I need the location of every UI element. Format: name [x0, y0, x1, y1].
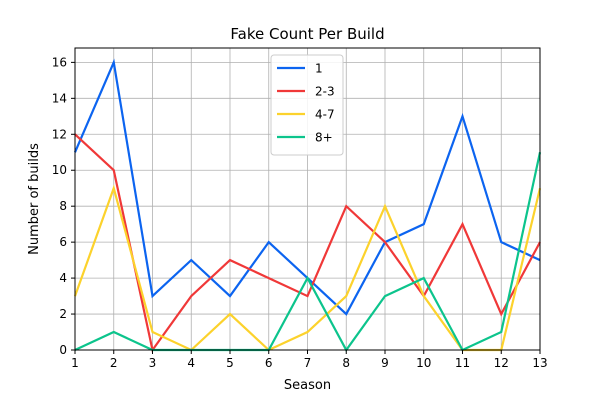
x-tick-label: 12	[494, 356, 509, 370]
y-axis-label: Number of builds	[27, 143, 42, 255]
x-tick-label: 6	[265, 356, 273, 370]
legend-label: 1	[315, 62, 323, 76]
x-axis-label: Season	[284, 378, 331, 393]
y-tick-label: 12	[52, 127, 67, 141]
x-tick-label: 2	[110, 356, 118, 370]
x-tick-label: 10	[416, 356, 431, 370]
y-tick-label: 14	[52, 91, 67, 105]
chart-title: Fake Count Per Build	[230, 25, 384, 43]
y-tick-label: 10	[52, 163, 67, 177]
y-tick-label: 6	[59, 235, 67, 249]
x-tick-label: 5	[226, 356, 234, 370]
x-tick-label: 11	[455, 356, 470, 370]
legend-label: 4-7	[315, 108, 335, 122]
x-tick-label: 7	[304, 356, 312, 370]
y-tick-label: 4	[59, 271, 67, 285]
legend-label: 8+	[315, 131, 333, 145]
y-tick-label: 16	[52, 55, 67, 69]
legend-box	[270, 54, 344, 156]
y-axis: 0 2 4 6 8 10 12 14 16	[52, 55, 75, 357]
y-tick-label: 8	[59, 199, 67, 213]
x-tick-label: 4	[187, 356, 195, 370]
y-tick-label: 0	[59, 343, 67, 357]
y-tick-label: 2	[59, 307, 67, 321]
x-tick-label: 13	[532, 356, 547, 370]
x-tick-label: 9	[381, 356, 389, 370]
x-tick-label: 1	[71, 356, 79, 370]
x-tick-label: 8	[342, 356, 350, 370]
legend: 1 2-3 4-7 8+	[270, 54, 344, 156]
x-tick-label: 3	[149, 356, 157, 370]
legend-label: 2-3	[315, 85, 335, 99]
x-axis: 1 2 3 4 5 6 7 8 9 10 11 12 13	[71, 350, 548, 370]
